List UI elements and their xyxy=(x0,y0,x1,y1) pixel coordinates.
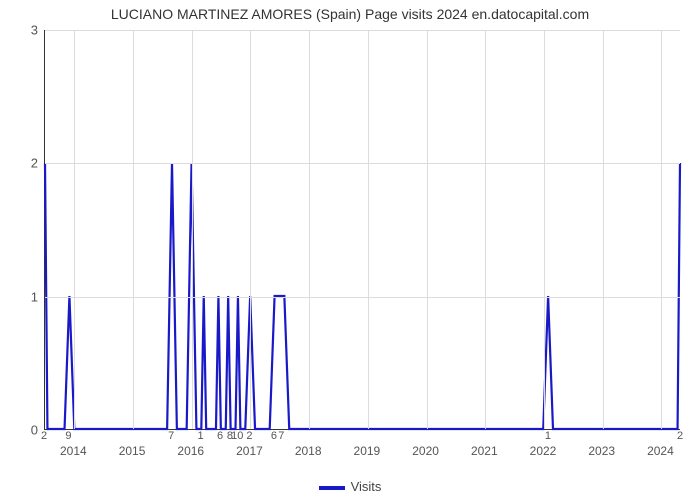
gridline-v xyxy=(250,30,251,429)
x-value-label: 6 xyxy=(271,430,277,442)
x-year-label: 2020 xyxy=(412,444,439,458)
gridline-h xyxy=(45,297,680,298)
x-value-label: 9 xyxy=(65,430,71,442)
x-value-label: 7 xyxy=(168,430,174,442)
x-value-label: 2 xyxy=(677,430,683,442)
gridline-v xyxy=(603,30,604,429)
plot-area xyxy=(44,30,680,430)
gridline-v xyxy=(192,30,193,429)
x-value-label: 1 xyxy=(545,430,551,442)
gridline-v xyxy=(485,30,486,429)
x-year-label: 2016 xyxy=(177,444,204,458)
x-year-label: 2021 xyxy=(471,444,498,458)
legend-label: Visits xyxy=(351,479,382,494)
gridline-v xyxy=(133,30,134,429)
y-tick-label: 1 xyxy=(8,289,38,304)
x-year-label: 2023 xyxy=(588,444,615,458)
legend-swatch xyxy=(319,486,345,490)
line-series xyxy=(45,30,680,429)
x-year-label: 2022 xyxy=(530,444,557,458)
x-year-label: 2018 xyxy=(295,444,322,458)
x-value-label: 10 xyxy=(231,430,243,442)
x-year-label: 2024 xyxy=(647,444,674,458)
gridline-v xyxy=(309,30,310,429)
gridline-h xyxy=(45,163,680,164)
x-year-label: 2017 xyxy=(236,444,263,458)
gridline-v xyxy=(661,30,662,429)
y-tick-label: 3 xyxy=(8,23,38,38)
x-value-label: 7 xyxy=(278,430,284,442)
y-tick-label: 2 xyxy=(8,156,38,171)
visits-chart: LUCIANO MARTINEZ AMORES (Spain) Page vis… xyxy=(0,0,700,500)
x-value-label: 1 xyxy=(197,430,203,442)
legend: Visits xyxy=(0,479,700,494)
gridline-h xyxy=(45,30,680,31)
x-year-label: 2015 xyxy=(119,444,146,458)
x-value-label: 2 xyxy=(41,430,47,442)
x-value-label: 2 xyxy=(246,430,252,442)
gridline-v xyxy=(368,30,369,429)
gridline-v xyxy=(544,30,545,429)
x-value-label: 6 xyxy=(217,430,223,442)
gridline-v xyxy=(74,30,75,429)
x-year-label: 2014 xyxy=(60,444,87,458)
y-tick-label: 0 xyxy=(8,423,38,438)
gridline-v xyxy=(427,30,428,429)
x-year-label: 2019 xyxy=(354,444,381,458)
chart-title: LUCIANO MARTINEZ AMORES (Spain) Page vis… xyxy=(0,6,700,22)
